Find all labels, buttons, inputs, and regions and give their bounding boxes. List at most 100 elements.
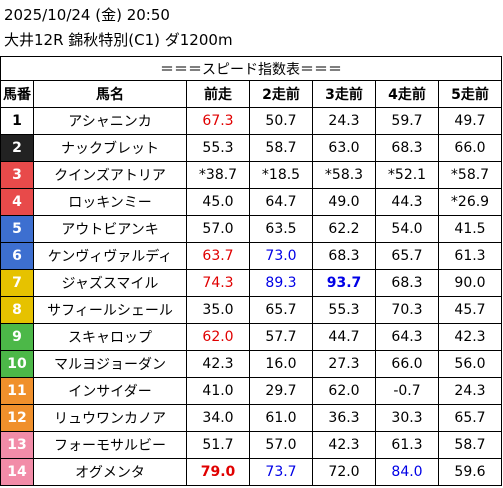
speed-value-4: 61.3 <box>375 431 439 459</box>
speed-value-3: 24.3 <box>312 107 376 135</box>
speed-value-2: 89.3 <box>249 269 313 297</box>
speed-value-4: 59.7 <box>375 107 439 135</box>
speed-value-3: 49.0 <box>312 188 376 216</box>
speed-value-1: 57.0 <box>186 215 250 243</box>
table-row: 3 クインズアトリア *38.7 *18.5 *58.3 *52.1 *58.7 <box>0 161 503 189</box>
speed-value-5: 56.0 <box>437 350 503 378</box>
speed-value-4: 30.3 <box>375 404 439 432</box>
speed-value-1: 41.0 <box>186 377 250 405</box>
horse-name: サフィールシェール <box>33 296 187 324</box>
column-header-6: 5走前 <box>437 80 503 108</box>
race-datetime: 2025/10/24 (金) 20:50 <box>4 6 170 24</box>
horse-name: ジャズスマイル <box>33 269 187 297</box>
speed-value-1: 63.7 <box>186 242 250 270</box>
table-row: 1 アシャニンカ 67.3 50.7 24.3 59.7 49.7 <box>0 107 503 135</box>
speed-value-4: 70.3 <box>375 296 439 324</box>
speed-value-1: 45.0 <box>186 188 250 216</box>
speed-value-5: 65.7 <box>437 404 503 432</box>
horse-name: スキャロップ <box>33 323 187 351</box>
speed-value-4: -0.7 <box>375 377 439 405</box>
horse-number: 1 <box>0 107 34 135</box>
horse-number: 3 <box>0 161 34 189</box>
speed-value-3: 68.3 <box>312 242 376 270</box>
speed-value-2: 58.7 <box>249 134 313 162</box>
column-header-1: 馬名 <box>33 80 187 108</box>
horse-name: リュウワンカノア <box>33 404 187 432</box>
horse-name: オグメンタ <box>33 458 187 486</box>
speed-value-3: 55.3 <box>312 296 376 324</box>
speed-value-2: 29.7 <box>249 377 313 405</box>
speed-value-4: 64.3 <box>375 323 439 351</box>
horse-number: 13 <box>0 431 34 459</box>
speed-value-3: 93.7 <box>312 269 376 297</box>
speed-value-1: 42.3 <box>186 350 250 378</box>
speed-value-4: *52.1 <box>375 161 439 189</box>
table-row: 2 ナックブレット 55.3 58.7 63.0 68.3 66.0 <box>0 134 503 162</box>
horse-name: フォーモサルビー <box>33 431 187 459</box>
horse-number: 2 <box>0 134 34 162</box>
speed-value-5: 58.7 <box>437 431 503 459</box>
column-header-3: 2走前 <box>249 80 313 108</box>
column-header-5: 4走前 <box>375 80 439 108</box>
speed-value-2: 50.7 <box>249 107 313 135</box>
speed-value-2: 16.0 <box>249 350 313 378</box>
horse-name: インサイダー <box>33 377 187 405</box>
speed-value-5: 45.7 <box>437 296 503 324</box>
horse-name: マルヨジョーダン <box>33 350 187 378</box>
horse-number: 10 <box>0 350 34 378</box>
table-row: 8 サフィールシェール 35.0 65.7 55.3 70.3 45.7 <box>0 296 503 324</box>
speed-value-3: 62.2 <box>312 215 376 243</box>
table-row: 11 インサイダー 41.0 29.7 62.0 -0.7 24.3 <box>0 377 503 405</box>
speed-value-2: 64.7 <box>249 188 313 216</box>
speed-index-table: ＝＝＝スピード指数表＝＝＝ 馬番 馬名 前走 2走前 3走前 4走前 5走前 1 アシャニンカ… <box>0 56 503 486</box>
table-row: 5 アウトビアンキ 57.0 63.5 62.2 54.0 41.5 <box>0 215 503 243</box>
table-row: 7 ジャズスマイル 74.3 89.3 93.7 68.3 90.0 <box>0 269 503 297</box>
speed-value-4: 68.3 <box>375 134 439 162</box>
horse-number: 9 <box>0 323 34 351</box>
horse-number: 4 <box>0 188 34 216</box>
horse-number: 6 <box>0 242 34 270</box>
speed-value-3: 27.3 <box>312 350 376 378</box>
horse-number: 11 <box>0 377 34 405</box>
speed-value-5: 24.3 <box>437 377 503 405</box>
speed-value-5: 59.6 <box>437 458 503 486</box>
speed-value-4: 68.3 <box>375 269 439 297</box>
speed-value-2: 65.7 <box>249 296 313 324</box>
speed-value-2: 57.0 <box>249 431 313 459</box>
speed-value-2: 73.0 <box>249 242 313 270</box>
horse-name: アシャニンカ <box>33 107 187 135</box>
table-row: 14 オグメンタ 79.0 73.7 72.0 84.0 59.6 <box>0 458 503 486</box>
column-header-4: 3走前 <box>312 80 376 108</box>
speed-value-2: 73.7 <box>249 458 313 486</box>
speed-value-2: 61.0 <box>249 404 313 432</box>
speed-value-3: 72.0 <box>312 458 376 486</box>
speed-value-4: 44.3 <box>375 188 439 216</box>
speed-value-1: 34.0 <box>186 404 250 432</box>
speed-value-5: 49.7 <box>437 107 503 135</box>
horse-number: 14 <box>0 458 34 486</box>
table-row: 10 マルヨジョーダン 42.3 16.0 27.3 66.0 56.0 <box>0 350 503 378</box>
speed-value-5: 66.0 <box>437 134 503 162</box>
horse-name: ロッキンミー <box>33 188 187 216</box>
speed-value-4: 54.0 <box>375 215 439 243</box>
horse-number: 5 <box>0 215 34 243</box>
speed-value-4: 65.7 <box>375 242 439 270</box>
horse-name: ナックブレット <box>33 134 187 162</box>
speed-value-5: *26.9 <box>437 188 503 216</box>
horse-number: 7 <box>0 269 34 297</box>
speed-value-1: 55.3 <box>186 134 250 162</box>
speed-value-1: 35.0 <box>186 296 250 324</box>
column-header-0: 馬番 <box>0 80 34 108</box>
table-title: ＝＝＝スピード指数表＝＝＝ <box>0 56 503 81</box>
speed-value-3: 44.7 <box>312 323 376 351</box>
table-row: 12 リュウワンカノア 34.0 61.0 36.3 30.3 65.7 <box>0 404 503 432</box>
speed-value-2: 57.7 <box>249 323 313 351</box>
horse-number: 12 <box>0 404 34 432</box>
column-header-2: 前走 <box>186 80 250 108</box>
speed-value-4: 84.0 <box>375 458 439 486</box>
speed-value-1: 62.0 <box>186 323 250 351</box>
speed-value-1: 51.7 <box>186 431 250 459</box>
horse-number: 8 <box>0 296 34 324</box>
speed-value-1: 74.3 <box>186 269 250 297</box>
speed-value-3: 63.0 <box>312 134 376 162</box>
